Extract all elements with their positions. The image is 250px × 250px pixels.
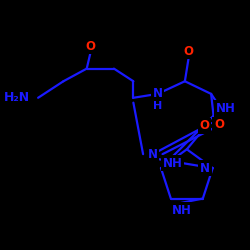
Text: O: O	[199, 120, 209, 132]
Text: H₂N: H₂N	[4, 91, 30, 104]
Text: O: O	[184, 45, 194, 58]
Text: O: O	[214, 118, 224, 132]
Text: O: O	[86, 40, 96, 53]
Text: N: N	[148, 148, 158, 161]
Text: NH: NH	[163, 157, 182, 170]
Text: NH: NH	[216, 102, 236, 115]
Text: N: N	[153, 88, 163, 101]
Text: NH: NH	[172, 204, 192, 217]
Text: N: N	[200, 162, 210, 174]
Text: H: H	[153, 100, 162, 110]
Text: N: N	[148, 148, 158, 161]
